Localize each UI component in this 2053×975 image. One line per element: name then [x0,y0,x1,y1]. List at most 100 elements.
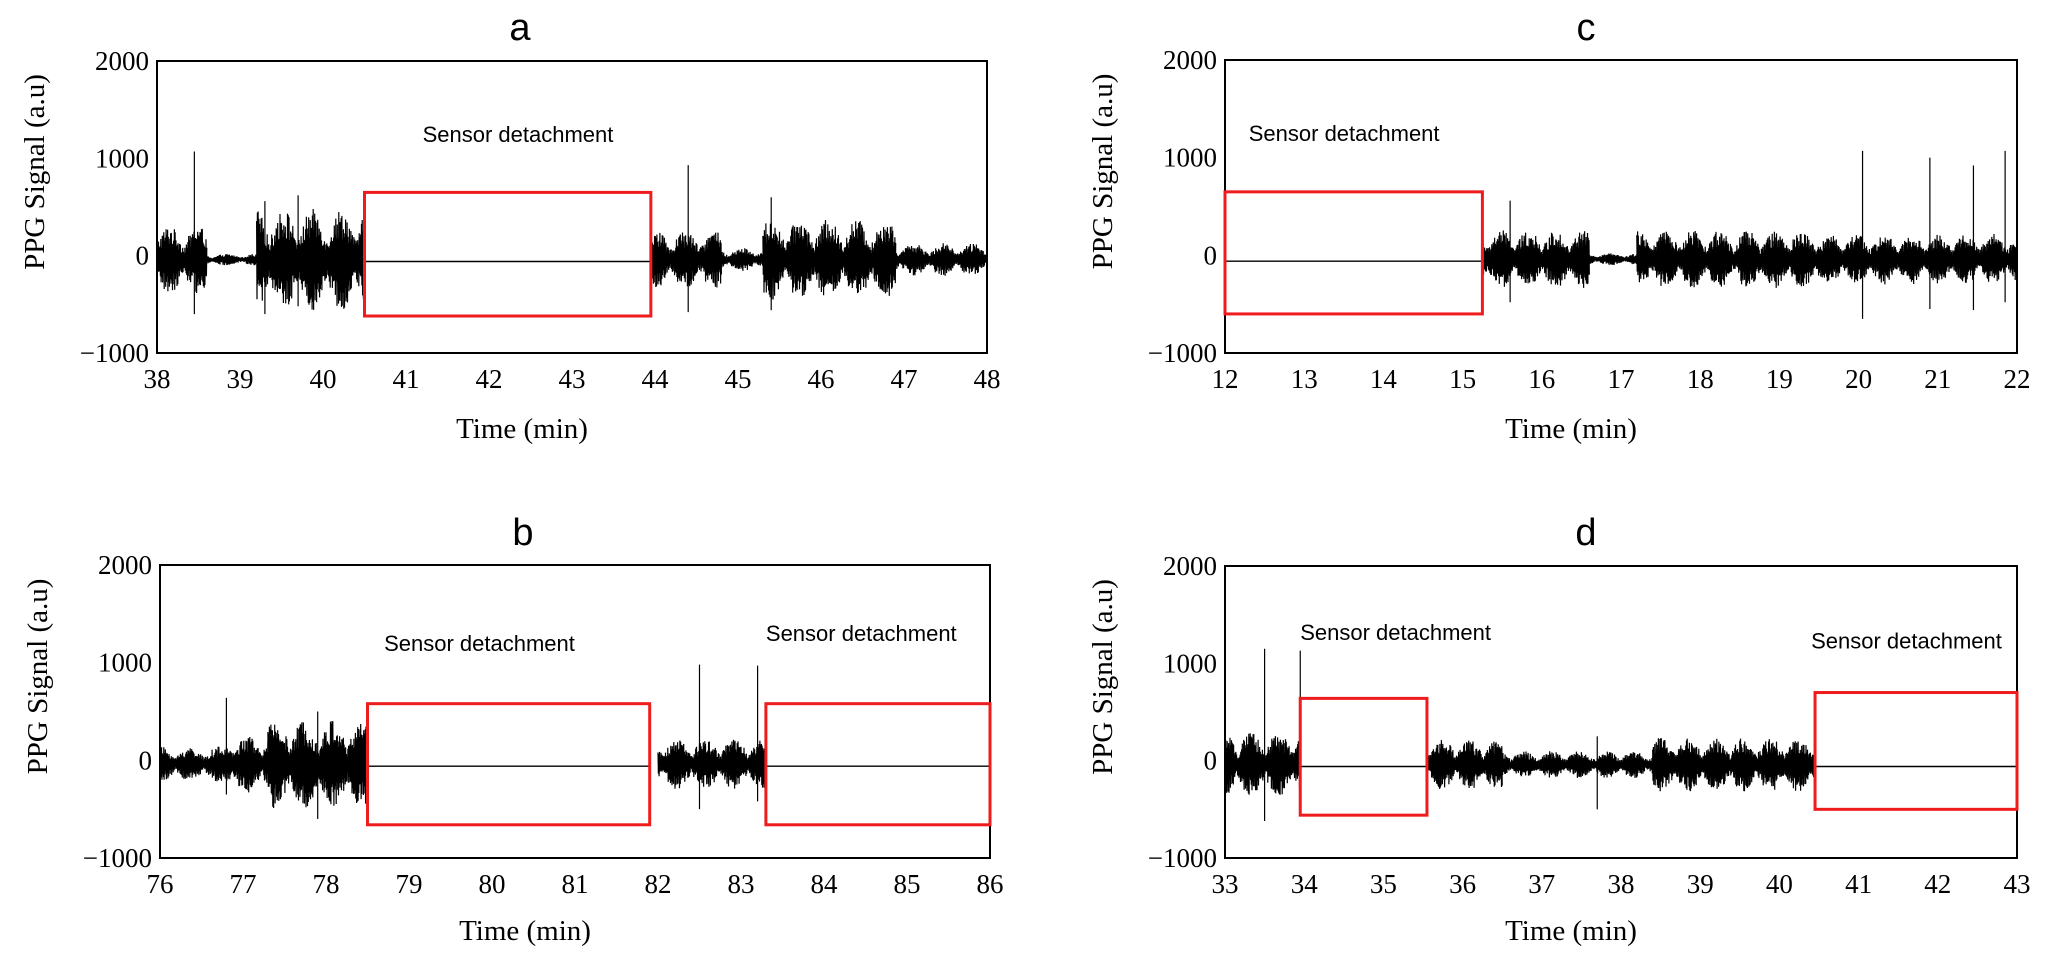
x-tick-label: 33 [1212,869,1239,899]
signal-burst [1225,733,1301,795]
y-tick-label: −1000 [1148,338,1217,368]
x-tick-label: 40 [1766,869,1793,899]
signal-burst [657,739,767,789]
ppg-trace [160,664,990,819]
x-tick-label: 86 [977,869,1004,899]
x-tick-label: 38 [144,364,171,394]
x-tick-label: 40 [310,364,337,394]
signal-burst [650,232,722,288]
x-axis-label: Time (min) [1505,915,1637,947]
x-axis-label: Time (min) [1505,413,1637,445]
x-axis-label: Time (min) [456,413,588,445]
y-tick-label: 0 [139,745,153,775]
panel-letter: b [512,512,533,554]
x-tick-label: 77 [230,869,257,899]
signal-burst [1588,253,1638,265]
signal-burst [1501,751,1654,778]
sensor-detachment-box [1813,691,2019,811]
signal-burst [1636,230,1820,288]
sensor-detachment-label: Sensor detachment [384,631,575,656]
signal-burst [762,219,897,300]
y-tick-label: 1000 [98,648,152,678]
signal-burst [225,736,269,793]
panel-a: a −1000 0 1000 2000 38 39 40 41 42 43 44 45 46 47 48 Tim… [19,7,1001,445]
signal-burst [157,228,208,294]
x-tick-label: 13 [1291,364,1318,394]
x-tick-label: 47 [891,364,918,394]
y-tick-label: 2000 [98,550,152,580]
ppg-trace [1225,648,2017,822]
y-axis-label: PPG Signal (a.u) [1087,74,1119,270]
y-tick-label: 1000 [95,143,149,173]
x-tick-label: 43 [559,364,586,394]
signal-burst [1818,233,2017,285]
signal-burst [895,243,987,276]
ppg-trace [157,151,987,315]
x-tick-label: 39 [227,364,254,394]
x-tick-label: 44 [642,364,670,394]
sensor-detachment-label: Sensor detachment [1249,121,1440,146]
y-tick-label: −1000 [83,843,152,873]
sensor-detachment-box [1223,190,1484,316]
x-tick-label: 42 [1924,869,1951,899]
sensor-detachment-box [764,702,992,827]
sensor-detachment-label: Sensor detachment [766,621,957,646]
signal-burst [1481,230,1590,288]
x-tick-label: 78 [313,869,340,899]
sensor-detachment-box [1298,696,1429,817]
y-tick-label: 0 [136,241,150,271]
plot-frame [1224,59,2018,354]
x-tick-label: 15 [1449,364,1476,394]
y-tick-label: −1000 [80,338,149,368]
x-tick-label: 22 [2004,364,2031,394]
sensor-detachment-box [363,190,653,318]
signal-burst [1652,738,1816,792]
signal-burst [256,208,366,310]
x-tick-label: 42 [476,364,503,394]
x-tick-label: 16 [1528,364,1555,394]
panel-letter: a [509,7,531,49]
y-tick-label: 2000 [1163,45,1217,75]
x-tick-label: 17 [1608,364,1635,394]
x-tick-label: 21 [1924,364,1951,394]
panel-c: c −1000 0 1000 2000 12 13 14 15 16 17 18 19 20 21 22 Tim… [1087,7,2031,445]
panel-b: b −1000 0 1000 2000 76 77 78 79 80 81 82 83 84 85 86 Tim… [22,512,1004,947]
ppg-trace [1225,150,2017,319]
signal-burst [720,248,764,271]
x-tick-label: 14 [1370,364,1398,394]
sensor-detachment-box [366,702,652,827]
signal-burst [1426,740,1503,789]
y-tick-label: 1000 [1163,143,1217,173]
x-tick-label: 79 [396,869,423,899]
y-tick-label: 2000 [1163,551,1217,581]
panel-letter: c [1577,7,1596,49]
x-tick-label: 18 [1687,364,1714,394]
x-tick-label: 19 [1766,364,1793,394]
x-tick-label: 37 [1528,869,1555,899]
x-tick-label: 36 [1449,869,1476,899]
plot-frame [156,60,988,354]
y-tick-label: −1000 [1148,843,1217,873]
y-axis-label: PPG Signal (a.u) [19,74,51,270]
y-tick-label: 0 [1204,240,1218,270]
x-tick-label: 41 [393,364,420,394]
y-axis-label: PPG Signal (a.u) [22,579,54,775]
sensor-detachment-label: Sensor detachment [1811,629,2002,654]
x-tick-label: 35 [1370,869,1397,899]
x-tick-label: 41 [1845,869,1872,899]
x-tick-label: 39 [1687,869,1714,899]
x-tick-label: 76 [147,869,174,899]
signal-burst [206,254,258,266]
x-tick-label: 43 [2004,869,2031,899]
x-tick-label: 46 [808,364,835,394]
x-tick-label: 38 [1608,869,1635,899]
plot-frame [159,564,991,859]
x-tick-label: 83 [728,869,755,899]
x-tick-label: 48 [974,364,1001,394]
panel-letter: d [1575,512,1596,554]
x-tick-label: 45 [725,364,752,394]
sensor-detachment-label: Sensor detachment [423,122,614,147]
x-tick-label: 84 [811,869,839,899]
x-tick-label: 82 [645,869,672,899]
y-axis-label: PPG Signal (a.u) [1087,579,1119,775]
